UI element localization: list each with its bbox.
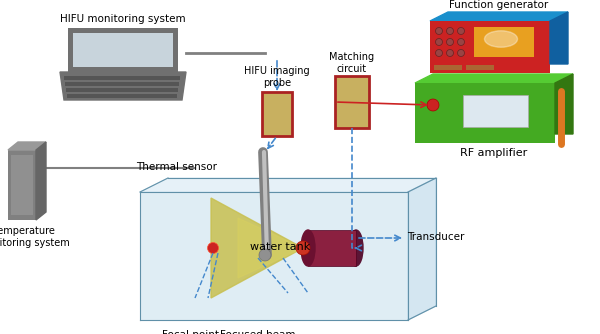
Polygon shape bbox=[211, 198, 303, 298]
Text: Transducer: Transducer bbox=[407, 232, 464, 242]
Circle shape bbox=[446, 27, 454, 34]
Polygon shape bbox=[408, 178, 436, 320]
Circle shape bbox=[446, 49, 454, 56]
Text: Function generator: Function generator bbox=[449, 0, 548, 10]
Circle shape bbox=[208, 242, 218, 254]
Bar bbox=[474, 27, 534, 57]
Bar bbox=[66, 88, 178, 92]
Bar bbox=[65, 82, 179, 86]
Text: HIFU monitoring system: HIFU monitoring system bbox=[60, 14, 186, 24]
Bar bbox=[8, 150, 36, 220]
Circle shape bbox=[458, 27, 464, 34]
Bar bbox=[463, 95, 528, 127]
Text: HIFU imaging
probe: HIFU imaging probe bbox=[244, 66, 310, 88]
Text: Focal point: Focal point bbox=[163, 330, 220, 334]
Bar bbox=[262, 92, 292, 136]
Text: Matching
circuit: Matching circuit bbox=[329, 52, 374, 74]
Bar bbox=[430, 21, 550, 73]
Circle shape bbox=[436, 38, 443, 45]
Ellipse shape bbox=[301, 230, 315, 266]
Bar bbox=[73, 33, 173, 67]
Circle shape bbox=[436, 27, 443, 34]
Ellipse shape bbox=[485, 31, 517, 47]
Polygon shape bbox=[430, 12, 568, 21]
Text: water tank: water tank bbox=[250, 242, 310, 252]
Polygon shape bbox=[415, 74, 573, 83]
Bar bbox=[308, 230, 356, 266]
Polygon shape bbox=[36, 142, 46, 220]
Circle shape bbox=[427, 99, 439, 111]
Bar bbox=[140, 192, 408, 320]
Ellipse shape bbox=[349, 230, 363, 266]
Circle shape bbox=[458, 38, 464, 45]
Bar bbox=[434, 65, 462, 70]
Circle shape bbox=[446, 38, 454, 45]
Bar bbox=[67, 94, 177, 98]
Circle shape bbox=[296, 241, 310, 255]
Bar bbox=[68, 28, 178, 72]
Polygon shape bbox=[238, 218, 303, 278]
Polygon shape bbox=[555, 74, 573, 134]
Bar bbox=[335, 76, 369, 128]
Polygon shape bbox=[140, 178, 436, 192]
Text: RF amplifier: RF amplifier bbox=[460, 148, 527, 158]
Bar bbox=[415, 83, 555, 143]
Polygon shape bbox=[550, 12, 568, 64]
Polygon shape bbox=[8, 142, 46, 150]
Bar bbox=[64, 76, 180, 80]
Circle shape bbox=[436, 49, 443, 56]
Bar bbox=[466, 65, 494, 70]
Polygon shape bbox=[60, 72, 186, 100]
Bar bbox=[11, 155, 33, 215]
Circle shape bbox=[259, 249, 271, 261]
Text: Thermal sensor: Thermal sensor bbox=[137, 162, 218, 172]
Text: Temperature
monitoring system: Temperature monitoring system bbox=[0, 226, 70, 247]
Circle shape bbox=[458, 49, 464, 56]
Text: Focused beam: Focused beam bbox=[220, 330, 296, 334]
